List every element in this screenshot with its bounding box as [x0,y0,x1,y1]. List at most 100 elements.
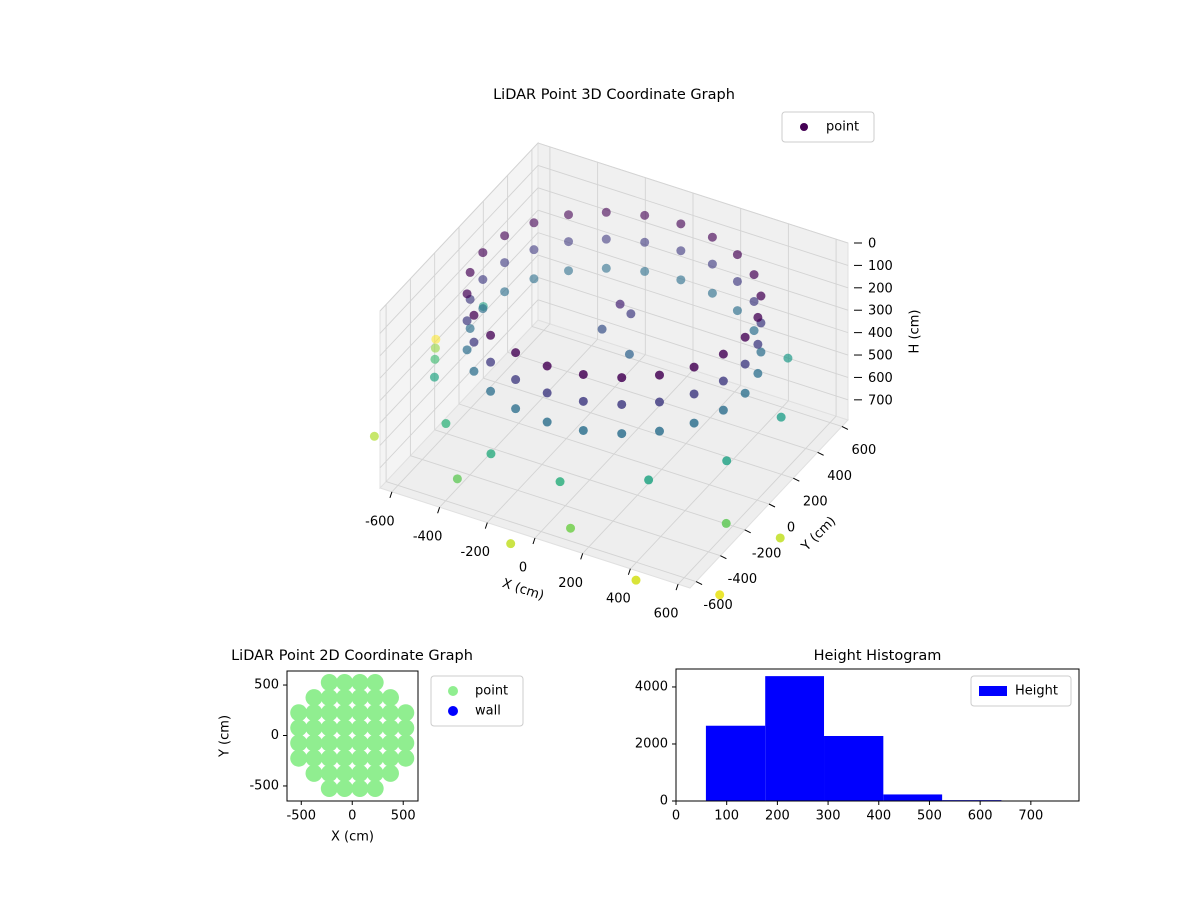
point [707,259,717,269]
point [676,275,686,285]
grid-line [537,299,849,401]
chart-title: LiDAR Point 3D Coordinate Graph [493,87,735,103]
point [478,275,488,285]
point [336,749,354,767]
tick-mark [627,568,631,575]
z-tick-label: 200 [868,281,893,296]
point [290,734,308,752]
point [732,276,742,286]
point [397,704,415,722]
point [478,304,488,314]
tick-mark [389,491,393,499]
grid-line [434,429,745,531]
point [732,250,742,260]
legend-marker [448,706,458,716]
point [486,449,496,459]
x-tick-label: 400 [606,591,631,606]
z-tick-label: 300 [868,304,893,319]
grid-line [537,164,849,266]
point [397,734,415,752]
x-tick-label: 400 [866,809,891,824]
point [320,734,338,752]
tick-mark [695,581,703,585]
x-tick-label: 500 [917,809,942,824]
point [506,539,516,549]
point [542,388,552,398]
x-tick-label: 700 [1018,809,1043,824]
y-tick-label: 200 [803,495,828,510]
legend: point wall [430,675,524,727]
chart-title: Height Histogram [814,648,942,664]
point [740,359,750,369]
point [431,334,441,344]
bar [765,676,825,801]
point [654,426,664,436]
point [320,779,338,797]
point [654,397,664,407]
grid-line [379,187,539,357]
y-tick-label: 0 [271,728,279,743]
tick-mark [793,477,800,482]
point [351,749,369,767]
point [381,689,399,707]
tick-mark [580,553,584,560]
point [336,674,354,692]
tick-mark [768,503,776,508]
point [486,330,496,340]
z-axis-label: H (cm) [908,310,923,354]
point [469,337,479,347]
point [320,749,338,767]
point [775,533,785,543]
point [320,674,338,692]
point [564,210,574,220]
point [351,764,369,782]
y-tick-label: 400 [827,469,852,484]
point [336,704,354,722]
y-tick-label: -500 [249,778,279,793]
point [578,425,588,435]
grid-line [379,142,539,312]
point [320,764,338,782]
point [381,749,399,767]
point [465,267,475,277]
point [644,475,654,485]
legend-frame [781,111,875,143]
grid-line [379,254,539,424]
x-tick-label: -400 [413,530,443,545]
point [305,689,323,707]
point [756,291,766,301]
point [578,369,588,379]
x-tick-label: 500 [391,809,416,824]
point [486,357,496,367]
point [689,362,699,372]
point [740,332,750,342]
point [351,734,369,752]
point [320,704,338,722]
point [542,417,552,427]
point [336,779,354,797]
z-tick-label: 100 [868,259,893,274]
point [366,719,384,737]
point [529,218,539,228]
y-tick-label: -200 [752,546,782,561]
x-tick-label: 300 [816,809,841,824]
point [500,258,510,268]
point [631,575,641,585]
legend-label: point [826,120,859,135]
x-tick-label: 200 [765,809,790,824]
point [366,779,384,797]
point [564,237,574,247]
grid-line [385,481,697,582]
point [617,373,627,383]
point [511,404,521,414]
point [351,674,369,692]
point [366,749,384,767]
point [597,324,607,334]
point [753,339,763,349]
legend: Height [970,675,1072,707]
bar [883,794,943,801]
point [511,375,521,385]
point [601,234,611,244]
tick-mark [744,529,751,534]
